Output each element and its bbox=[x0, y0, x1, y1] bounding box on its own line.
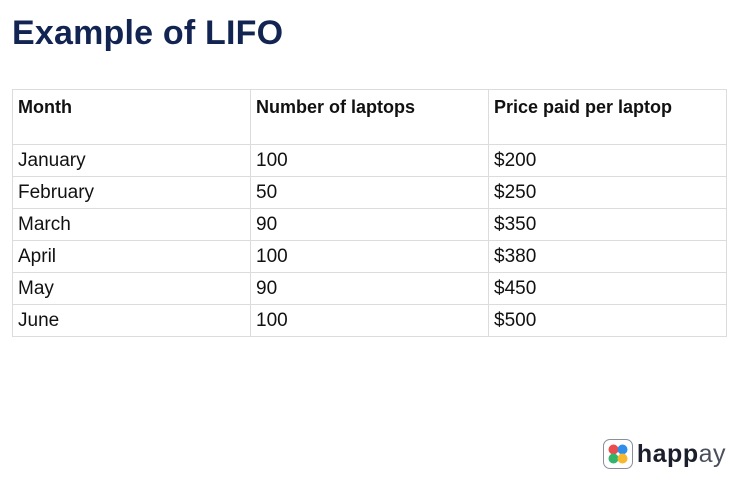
cell-number-of-laptops: 100 bbox=[250, 144, 489, 177]
cell-month: January bbox=[12, 144, 251, 177]
column-header-price-per-laptop: Price paid per laptop bbox=[488, 89, 727, 145]
cell-number-of-laptops: 50 bbox=[250, 176, 489, 209]
cell-month: May bbox=[12, 272, 251, 305]
brand-name: happay bbox=[637, 440, 726, 469]
cell-month: February bbox=[12, 176, 251, 209]
cell-price: $250 bbox=[488, 176, 727, 209]
cell-price: $200 bbox=[488, 144, 727, 177]
table-row: May 90 $450 bbox=[12, 272, 727, 305]
cell-month: April bbox=[12, 240, 251, 273]
logo-petals-icon bbox=[608, 444, 628, 464]
cell-price: $350 bbox=[488, 208, 727, 241]
happay-logo-icon bbox=[602, 439, 633, 469]
table-row: January 100 $200 bbox=[12, 144, 727, 177]
table-row: April 100 $380 bbox=[12, 240, 727, 273]
cell-number-of-laptops: 100 bbox=[250, 240, 489, 273]
table-row: March 90 $350 bbox=[12, 208, 727, 241]
table-header-row: Month Number of laptops Price paid per l… bbox=[12, 89, 727, 145]
cell-price: $500 bbox=[488, 304, 727, 337]
cell-number-of-laptops: 90 bbox=[250, 272, 489, 305]
brand-logo: happay bbox=[602, 439, 726, 469]
lifo-table: Month Number of laptops Price paid per l… bbox=[12, 89, 727, 337]
cell-month: March bbox=[12, 208, 251, 241]
brand-name-bold: happ bbox=[636, 439, 699, 468]
cell-number-of-laptops: 90 bbox=[250, 208, 489, 241]
cell-price: $380 bbox=[488, 240, 727, 273]
column-header-number-of-laptops: Number of laptops bbox=[250, 89, 489, 145]
table-row: February 50 $250 bbox=[12, 176, 727, 209]
cell-price: $450 bbox=[488, 272, 727, 305]
cell-number-of-laptops: 100 bbox=[250, 304, 489, 337]
brand-name-light: ay bbox=[698, 439, 726, 468]
table-row: June 100 $500 bbox=[12, 304, 727, 337]
column-header-month: Month bbox=[12, 89, 251, 145]
cell-month: June bbox=[12, 304, 251, 337]
page-title: Example of LIFO bbox=[12, 14, 284, 52]
